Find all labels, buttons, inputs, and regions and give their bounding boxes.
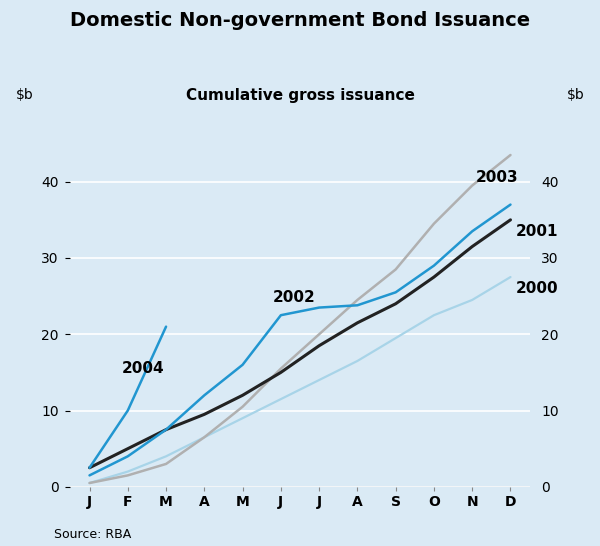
Text: $b: $b — [16, 87, 34, 102]
Text: Source: RBA: Source: RBA — [54, 527, 131, 541]
Text: 2002: 2002 — [273, 290, 316, 305]
Text: 2004: 2004 — [122, 361, 164, 376]
Text: Domestic Non-government Bond Issuance: Domestic Non-government Bond Issuance — [70, 11, 530, 30]
Text: 2001: 2001 — [516, 224, 559, 239]
Text: 2000: 2000 — [516, 281, 559, 296]
Text: $b: $b — [566, 87, 584, 102]
Title: Cumulative gross issuance: Cumulative gross issuance — [185, 88, 415, 103]
Text: 2003: 2003 — [476, 170, 518, 186]
